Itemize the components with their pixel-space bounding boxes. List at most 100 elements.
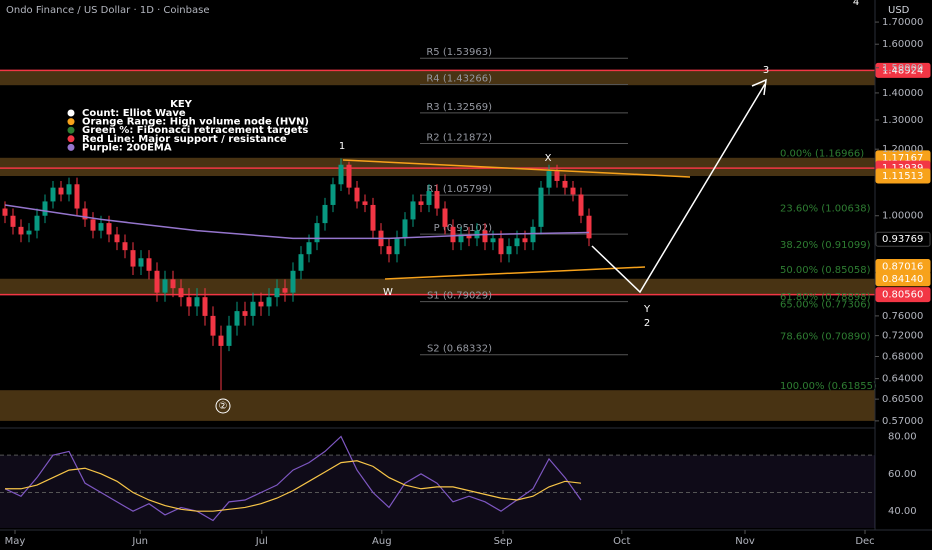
candle-body bbox=[122, 242, 128, 251]
candle-body bbox=[202, 297, 208, 316]
levels: R5 (1.53963) R4 (1.43266) R3 (1.32569) R2 (… bbox=[0, 47, 877, 392]
candle-body bbox=[506, 246, 512, 255]
hvn-zone bbox=[0, 70, 875, 86]
rsi-band bbox=[0, 455, 875, 528]
candle-body bbox=[50, 187, 56, 202]
candle-body bbox=[338, 164, 344, 185]
candle-body bbox=[554, 171, 560, 181]
candle-body bbox=[194, 297, 200, 307]
y-tick-label: 1.70000 bbox=[882, 17, 923, 28]
candle-body bbox=[250, 301, 256, 316]
y-tick-label: 1.30000 bbox=[882, 115, 923, 126]
candle-body bbox=[298, 254, 304, 271]
candle-body bbox=[98, 223, 104, 231]
y-tick-label: 0.64000 bbox=[882, 374, 923, 385]
key-dot bbox=[67, 109, 75, 117]
fib-label: 65.00% (0.77306) bbox=[780, 300, 871, 311]
key-item: Purple: 200EMA bbox=[82, 142, 172, 153]
y-tick-label: 1.00000 bbox=[882, 211, 923, 222]
hvn-zone bbox=[0, 390, 875, 421]
candle-body bbox=[130, 250, 136, 267]
zones bbox=[0, 70, 875, 421]
key-item: Orange Range: High volume node (HVN) bbox=[82, 117, 309, 128]
candle-body bbox=[10, 215, 16, 227]
price-badge-label: 0.84140 bbox=[882, 274, 923, 285]
wave-label: 1 bbox=[339, 141, 345, 152]
candle-body bbox=[2, 208, 8, 216]
candle-body bbox=[146, 258, 152, 271]
candle-body bbox=[402, 219, 408, 239]
pivot-label: R1 (1.05799) bbox=[426, 184, 492, 195]
wave-label: W bbox=[383, 287, 393, 298]
wave-label: X bbox=[545, 153, 552, 164]
key-item: Count: Elliot Wave bbox=[82, 108, 186, 119]
candle-body bbox=[154, 270, 160, 293]
y-tick-label: 1.50000 bbox=[882, 63, 923, 74]
candle-body bbox=[258, 301, 264, 307]
arrow-head bbox=[751, 78, 767, 96]
candle-body bbox=[170, 279, 176, 289]
fib-label: 0.00% (1.16966) bbox=[780, 149, 864, 160]
price-badge-label: 1.11513 bbox=[882, 171, 923, 182]
candle-body bbox=[434, 191, 440, 209]
candle-body bbox=[426, 191, 432, 205]
candle-body bbox=[418, 201, 424, 205]
candle-body bbox=[26, 230, 32, 235]
fib-label: 100.00% (0.61855) bbox=[780, 381, 877, 392]
rsi-pane: 80.00 60.00 40.00 bbox=[0, 431, 917, 528]
x-tick-label: Oct bbox=[613, 536, 630, 547]
price-badge bbox=[875, 287, 931, 303]
candle-body bbox=[210, 315, 216, 336]
wave-label: Y bbox=[643, 304, 651, 315]
x-tick-label: Jul bbox=[255, 536, 268, 547]
pivot-label: R5 (1.53963) bbox=[426, 47, 492, 58]
wave-label: ② bbox=[219, 401, 228, 412]
candle-body bbox=[242, 311, 248, 316]
x-tick-label: Nov bbox=[735, 536, 755, 547]
y-tick-label: 0.68000 bbox=[882, 351, 923, 362]
currency: USD bbox=[888, 5, 910, 16]
rsi-line bbox=[4, 435, 582, 522]
candle-body bbox=[162, 279, 168, 293]
wave-label: 3 bbox=[763, 65, 769, 76]
x-tick-label: Aug bbox=[372, 536, 392, 547]
candle-body bbox=[322, 204, 328, 224]
rsi-tick-label: 80.00 bbox=[888, 431, 917, 442]
x-tick-label: Jun bbox=[131, 536, 148, 547]
pivot-label: S2 (0.68332) bbox=[427, 344, 492, 355]
candle-body bbox=[442, 208, 448, 227]
trendline bbox=[384, 266, 646, 280]
projection bbox=[591, 83, 766, 294]
circle bbox=[215, 398, 231, 414]
candle-body bbox=[538, 187, 544, 227]
wave-label: 2 bbox=[644, 318, 650, 329]
candle-body bbox=[34, 215, 40, 231]
price-badge bbox=[875, 62, 931, 78]
price-badge-label: 0.80560 bbox=[882, 290, 923, 301]
candle-body bbox=[306, 242, 312, 255]
candle-body bbox=[562, 180, 568, 188]
x-tick-label: Dec bbox=[855, 536, 874, 547]
x-tick-label: Sep bbox=[494, 536, 513, 547]
candle-body bbox=[106, 223, 112, 235]
candle-body bbox=[586, 215, 592, 239]
y-tick-label: 0.57000 bbox=[882, 416, 923, 427]
trendline bbox=[342, 159, 691, 178]
labels: 1.489241.171671.139391.115130.937690.870… bbox=[219, 0, 931, 412]
candle-body bbox=[466, 234, 472, 239]
candle-body bbox=[370, 204, 376, 231]
fib-label: 38.20% (0.91099) bbox=[780, 240, 871, 251]
pivot-label: R3 (1.32569) bbox=[426, 102, 492, 113]
fib-label: 61.80% (0.78898) bbox=[780, 292, 871, 303]
candle-body bbox=[330, 184, 336, 205]
candle-body bbox=[74, 184, 80, 209]
candle-body bbox=[522, 238, 528, 243]
rsi-tick-label: 60.00 bbox=[888, 469, 917, 480]
candle-body bbox=[82, 208, 88, 220]
candle-body bbox=[234, 311, 240, 326]
y-tick-label: 0.72000 bbox=[882, 331, 923, 342]
pivot-label: R4 (1.43266) bbox=[426, 74, 492, 85]
candles bbox=[2, 158, 592, 391]
